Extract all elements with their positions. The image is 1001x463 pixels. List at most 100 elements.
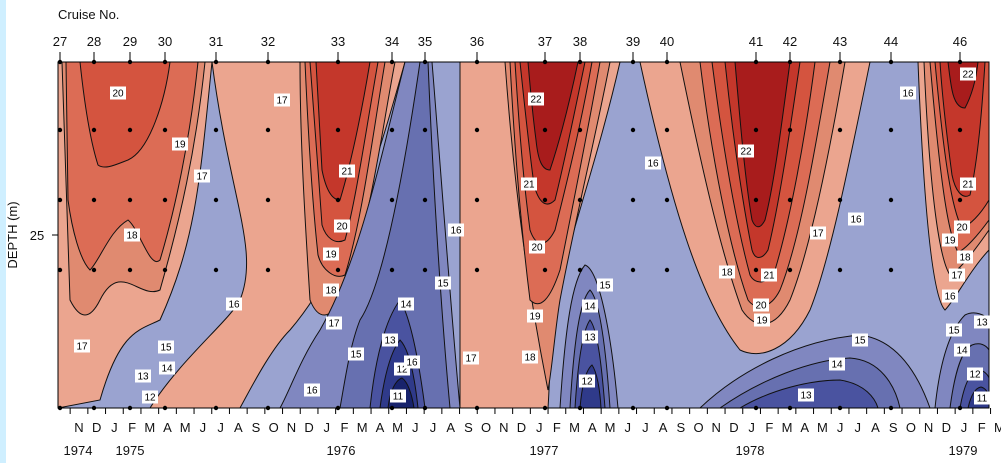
sample-dot [787,405,793,411]
cruise-label: 38 [573,34,587,49]
contour-label: 16 [645,156,661,170]
svg-text:16: 16 [647,159,659,170]
sample-dot [422,197,428,203]
contour-label: 16 [448,223,464,237]
sample-dot [91,127,97,133]
month-label: A [446,420,455,435]
contour-label: 21 [521,177,537,191]
contour-label: 18 [124,228,140,242]
contour-label: 15 [852,333,868,347]
contour-21-1979 [939,62,986,197]
sample-dot [577,197,583,203]
contour-label: 17 [274,93,290,107]
sample-dot [265,405,271,411]
sample-dot [162,197,168,203]
month-label: N [924,420,933,435]
cruise-label: 27 [53,34,67,49]
month-label: J [217,420,224,435]
contour-label: 15 [348,347,364,361]
svg-text:15: 15 [437,279,449,290]
svg-text:13: 13 [976,318,988,329]
month-label: J [642,420,649,435]
svg-text:16: 16 [944,292,956,303]
contour-20-early1975 [79,62,171,168]
month-label: M [605,420,616,435]
contour-22-1978 [734,62,791,228]
contour-label: 17 [463,351,479,365]
month-label: J [748,420,755,435]
svg-text:18: 18 [524,353,536,364]
contour-label: 21 [761,268,777,282]
svg-text:19: 19 [944,236,956,247]
contour-label: 18 [957,250,973,264]
svg-text:18: 18 [721,268,733,279]
contour-label: 22 [738,144,754,158]
svg-text:12: 12 [581,377,593,388]
sample-dot [664,267,670,273]
month-label: F [128,420,136,435]
contour-fields [58,62,989,408]
svg-text:19: 19 [756,316,768,327]
svg-text:17: 17 [76,342,88,353]
month-label: S [464,420,473,435]
contour-label: 14 [829,357,845,371]
contour-label: 14 [159,361,175,375]
svg-text:22: 22 [740,147,752,158]
cruise-axis-title: Cruise No. [58,7,119,22]
svg-text:17: 17 [196,172,208,183]
month-label: O [481,420,491,435]
contour-label: 19 [942,233,958,247]
contour-label: 16 [900,86,916,100]
svg-text:13: 13 [800,391,812,402]
month-label: J [536,420,543,435]
cruise-label: 46 [953,34,967,49]
sample-dot [335,127,341,133]
month-label: S [676,420,685,435]
cruise-label: 30 [158,34,172,49]
month-label: J [200,420,207,435]
sample-dot [91,267,97,273]
month-label: A [234,420,243,435]
svg-text:21: 21 [763,271,775,282]
sample-dot [389,267,395,273]
sample-dot [162,127,168,133]
svg-text:16: 16 [228,300,240,311]
sample-dot [162,267,168,273]
contour-label: 12 [579,374,595,388]
month-label: D [517,420,526,435]
sample-dot [127,267,133,273]
svg-text:14: 14 [400,300,412,311]
svg-text:20: 20 [112,89,124,100]
svg-text:19: 19 [325,250,337,261]
month-label: M [817,420,828,435]
svg-text:21: 21 [962,180,974,191]
sample-dot [753,127,759,133]
cruise-label: 41 [749,34,763,49]
month-label: A [659,420,668,435]
svg-text:18: 18 [959,253,971,264]
cruise-axis: 27 28 29 30 31 32 33 34 35 36 37 38 39 40 41 42 43 44 46 [53,34,967,62]
month-label: M [782,420,793,435]
contour-label: 16 [226,297,242,311]
sample-dot [957,197,963,203]
sample-dot [664,127,670,133]
month-label: J [111,420,118,435]
contour-14-1976 [339,62,451,408]
svg-text:12: 12 [396,365,408,376]
contour-label: 21 [339,164,355,178]
contour-label: 21 [960,177,976,191]
month-label: A [800,420,809,435]
svg-text:15: 15 [948,326,960,337]
month-label: J [855,420,862,435]
contour-label: 11 [974,391,990,405]
cruise-label: 34 [385,34,399,49]
sample-dot [837,405,843,411]
contour-label: 19 [323,247,339,261]
contour-label: 20 [529,240,545,254]
svg-text:14: 14 [831,360,843,371]
sample-dot [127,405,133,411]
svg-text:22: 22 [962,70,974,81]
svg-text:18: 18 [325,286,337,297]
year-label: 1976 [327,443,356,458]
month-label: D [942,420,951,435]
